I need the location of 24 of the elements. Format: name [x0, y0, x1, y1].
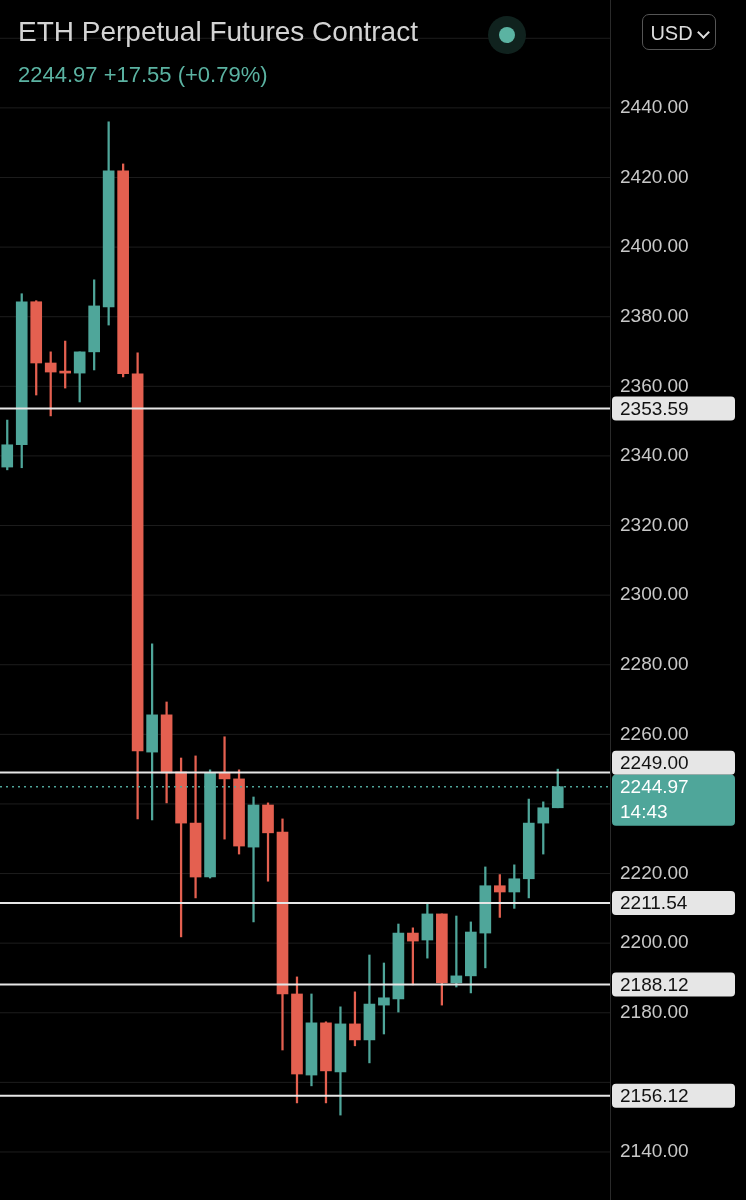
ref-line-label: 2188.12: [620, 973, 689, 995]
y-tick-label: 2380.00: [620, 304, 689, 326]
y-tick-label: 2180.00: [620, 1001, 689, 1022]
y-tick-label: 2200.00: [620, 931, 689, 953]
y-tick-label: 2280.00: [620, 652, 689, 674]
ref-line-label: 2156.12: [620, 1085, 689, 1107]
y-tick-label: 2400.00: [620, 235, 689, 257]
y-tick-label: 2320.00: [620, 513, 689, 535]
ref-line-label: 2249.00: [620, 751, 689, 773]
text: 2244.97 +17.55 (+0.79%): [18, 62, 268, 88]
y-tick-label: 2140.00: [620, 1140, 689, 1162]
ref-line-label: 2244.97: [620, 775, 689, 797]
ref-line-label: 2353.59: [620, 397, 689, 419]
text: USD: [650, 22, 693, 44]
y-tick-label: 2440.00: [620, 96, 689, 118]
y-tick-label: 2300.00: [620, 583, 689, 605]
y-tick-label: 2220.00: [620, 861, 689, 883]
y-tick-label: 2420.00: [620, 165, 689, 187]
text: ETH Perpetual Futures Contract: [18, 16, 418, 48]
y-tick-label: 2360.00: [620, 374, 689, 396]
y-tick-label: 2340.00: [620, 444, 689, 466]
y-tick-label: 2260.00: [620, 722, 689, 744]
text: 14:43: [620, 800, 668, 822]
ref-line-label: 2211.54: [620, 892, 688, 914]
